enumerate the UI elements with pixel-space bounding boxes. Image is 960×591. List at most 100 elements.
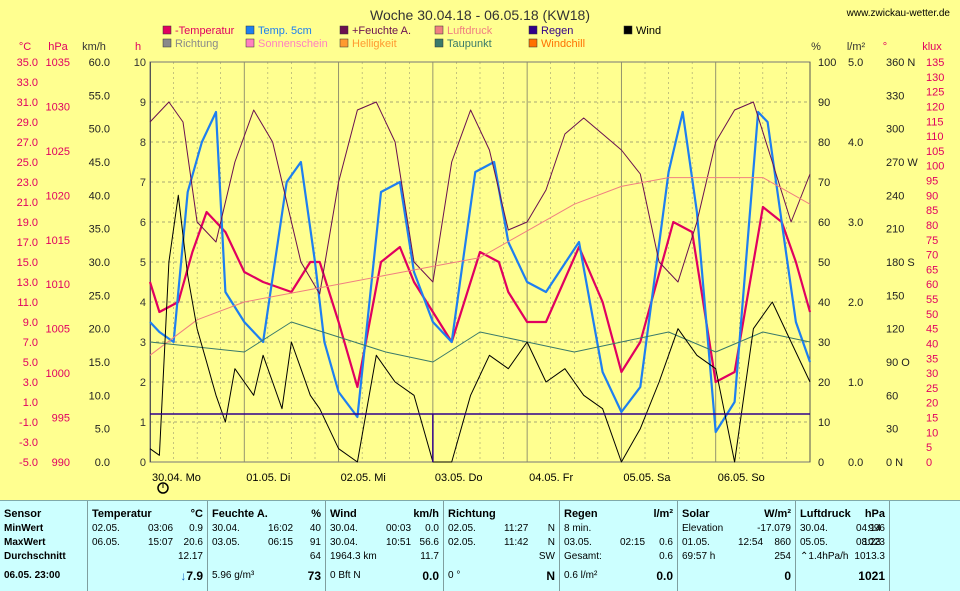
lux-axis-tick: 10	[926, 427, 938, 439]
x-day-label: 03.05. Do	[435, 472, 483, 484]
temp-axis-tick: 13.0	[17, 277, 38, 289]
sensor-max-label: MaxWert	[4, 537, 46, 548]
percent-axis-tick: 70	[818, 177, 830, 189]
site-url[interactable]: www.zwickau-wetter.de	[846, 8, 951, 19]
degree-unit-label: °	[883, 41, 887, 53]
lux-axis-tick: 120	[926, 101, 944, 113]
stats-luftdruck: Luftdruck hPa 30.04. 04:14 996 05.05. 08:23 102…	[796, 501, 890, 591]
legend-swatch	[623, 25, 633, 35]
temp-axis-tick: 9.0	[23, 317, 38, 329]
regen-row: Gesamt: 0.6	[564, 551, 673, 562]
pressure-axis-tick: 1020	[46, 190, 70, 202]
legend-swatch	[245, 25, 255, 35]
hours-axis-tick: 2	[140, 377, 146, 389]
direction-axis-tick: 150	[886, 290, 904, 302]
hours-axis-tick: 9	[140, 97, 146, 109]
sensor-avg-label: Durchschnitt	[4, 551, 66, 562]
pressure-axis-tick: 1015	[46, 235, 70, 247]
rain-axis-tick: 1.0	[848, 377, 863, 389]
solar-row: 01.05. 12:54 860	[682, 537, 791, 548]
lux-axis-tick: 85	[926, 205, 938, 217]
wind-axis-tick: 40.0	[89, 190, 110, 202]
temp-axis-tick: 11.0	[17, 297, 38, 309]
rain-unit-label: l/m²	[847, 41, 866, 53]
temp-axis-tick: 27.0	[17, 137, 38, 149]
percent-axis-tick: 10	[818, 417, 830, 429]
axis-unit-labels: °C hPa km/h h % l/m² ° klux	[19, 41, 942, 53]
stats-solar: Solar W/m² Elevation -17.079 01.05. 12:54 860 6…	[678, 501, 796, 591]
direction-axis-tick: 330	[886, 90, 904, 102]
direction-axis-tick: 360 N	[886, 57, 915, 69]
lux-axis-tick: 80	[926, 220, 938, 232]
feuchte-row: 03.05. 06:15 91	[212, 537, 321, 548]
legend-swatch	[162, 38, 172, 48]
temp-axis-tick: -5.0	[19, 457, 38, 469]
pressure-axis-tick: 1030	[46, 101, 70, 113]
richtung-row: 02.05. 11:42 N	[448, 537, 555, 548]
hours-axis-tick: 6	[140, 217, 146, 229]
legend-label: Richtung	[175, 38, 218, 50]
solar-current: 0	[784, 569, 791, 583]
lux-axis-tick: 105	[926, 146, 944, 158]
wind-axis-tick: 25.0	[89, 290, 110, 302]
legend-swatch	[434, 38, 444, 48]
x-day-label: 30.04. Mo	[152, 472, 201, 484]
richtung-row: 02.05. 11:27 N	[448, 523, 555, 534]
lux-axis-tick: 40	[926, 338, 938, 350]
lux-axis-tick: 65	[926, 264, 938, 276]
x-day-label: 06.05. So	[718, 472, 765, 484]
wind-current: 0 Bft N 0.0	[330, 569, 439, 583]
regen-current: 0.6 l/m² 0.0	[564, 569, 673, 583]
direction-axis-tick: 270 W	[886, 157, 918, 169]
weather-chart: Woche 30.04.18 - 06.05.18 (KW18) www.zwi…	[17, 7, 951, 494]
x-day-label: 05.05. Sa	[623, 472, 671, 484]
lux-axis-tick: 5	[926, 442, 932, 454]
lux-axis-tick: 95	[926, 176, 938, 188]
direction-axis-tick: 210	[886, 224, 904, 236]
wind-header: Wind km/h	[330, 508, 439, 520]
direction-axis-tick: 60	[886, 390, 898, 402]
legend-label: +Feuchte A.	[352, 25, 411, 37]
rain-axis-tick: 0.0	[848, 457, 863, 469]
stats-feuchte: Feuchte A.% 30.04. 16:02 40 03.05. 06:15 91 64 5…	[208, 501, 326, 591]
wind-axis-tick: 15.0	[89, 357, 110, 369]
feuchte-row: 64	[309, 551, 321, 562]
solar-row: Elevation -17.079	[682, 523, 791, 534]
temp-axis-tick: 1.0	[23, 397, 38, 409]
hours-unit-label: h	[135, 41, 141, 53]
lux-axis-tick: 20	[926, 398, 938, 410]
temp-axis-tick: 5.0	[23, 357, 38, 369]
legend-swatch	[528, 38, 538, 48]
sensor-min-label: MinWert	[4, 523, 44, 534]
feuchte-row: 30.04. 16:02 40	[212, 523, 321, 534]
feuchte-current: 5.96 g/m³ 73	[212, 569, 321, 583]
lux-axis-tick: 125	[926, 87, 944, 99]
stats-regen: Regen l/m² 8 min. 03.05. 02:15 0.6 Gesamt: 0.6 0…	[560, 501, 678, 591]
lux-axis-tick: 30	[926, 368, 938, 380]
lux-axis-tick: 130	[926, 72, 944, 84]
rain-axis-tick: 5.0	[848, 57, 863, 69]
percent-axis-tick: 50	[818, 257, 830, 269]
lux-axis-tick: 90	[926, 190, 938, 202]
stats-richtung: Richtung 02.05. 11:27 N 02.05. 11:42 N SW 0 ° N	[444, 501, 560, 591]
lux-axis-tick: 35	[926, 353, 938, 365]
percent-axis-tick: 100	[818, 57, 836, 69]
lux-axis-tick: 50	[926, 309, 938, 321]
wind-unit-label: km/h	[82, 41, 106, 53]
luftdruck-row: 05.05. 08:23 1023	[800, 537, 885, 548]
temperatur-row: 02.05. 03:06 0.9	[92, 523, 203, 534]
x-day-label: 02.05. Mi	[341, 472, 386, 484]
lux-axis-tick: 45	[926, 324, 938, 336]
legend-label: Sonnenschein	[258, 38, 328, 50]
stats-wind: Wind km/h 30.04. 00:03 0.0 30.04. 10:51 56.6 196…	[326, 501, 444, 591]
pressure-axis-tick: 990	[52, 457, 70, 469]
rain-axis-tick: 3.0	[848, 217, 863, 229]
temp-axis-tick: 25.0	[17, 157, 38, 169]
wind-axis-tick: 50.0	[89, 124, 110, 136]
sensor-header: Sensor	[4, 508, 42, 520]
lux-axis-tick: 115	[926, 116, 944, 128]
grid	[150, 62, 810, 462]
pressure-axis-tick: 1035	[46, 57, 70, 69]
lux-axis-tick: 135	[926, 57, 944, 69]
richtung-header: Richtung	[448, 508, 496, 520]
